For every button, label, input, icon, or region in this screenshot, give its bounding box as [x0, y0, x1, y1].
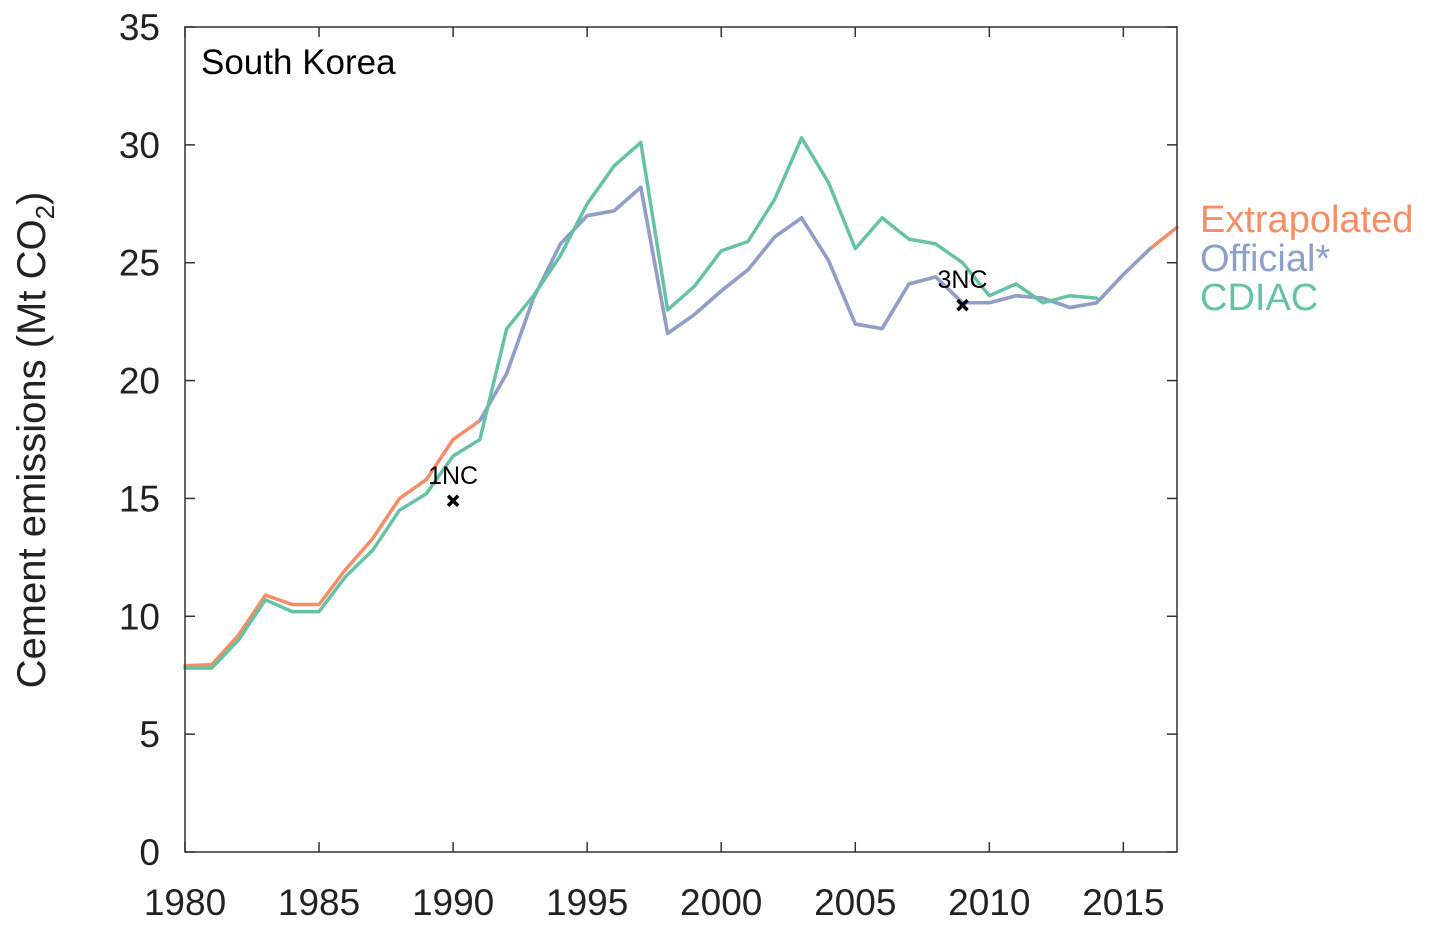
- annotation-3NC: 3NC: [938, 266, 988, 312]
- x-tick-label: 2005: [814, 882, 896, 923]
- x-tick-label: 1995: [546, 882, 628, 923]
- annotation-label: 1NC: [428, 462, 478, 490]
- y-tick-label: 20: [119, 361, 160, 402]
- y-tick-label: 15: [119, 478, 160, 519]
- plot-frame: [184, 26, 1178, 853]
- y-tick-label: 5: [139, 714, 160, 755]
- x-tick-label: 2000: [680, 882, 762, 923]
- y-axis-title-end: ): [10, 192, 54, 205]
- annotation-marker: [956, 298, 969, 312]
- x-tick-label: 2010: [948, 882, 1030, 923]
- y-axis-title-main: Cement emissions (Mt CO: [10, 219, 54, 688]
- x-tick-label: 1990: [412, 882, 494, 923]
- x-tick-label: 1985: [278, 882, 360, 923]
- legend-entry: Extrapolated: [1200, 199, 1413, 241]
- annotation-marker: [446, 494, 460, 508]
- annotations: 1NC 3NC: [428, 266, 988, 508]
- y-tick-label: 0: [139, 832, 160, 873]
- y-axis-title: Cement emissions (Mt CO2): [10, 192, 60, 689]
- plot-lines: [183, 136, 1179, 670]
- y-axis-title-subscript: 2: [30, 205, 60, 219]
- y-tick-label: 25: [119, 243, 160, 284]
- y-tick-label: 10: [119, 596, 160, 637]
- x-tick-label: 2015: [1082, 882, 1164, 923]
- y-tick-label: 30: [119, 125, 160, 166]
- axis-tick-labels: 1980 1985 1990 1995 2000 2005 2010 2015 0 5 10 15 20…: [119, 7, 1165, 923]
- x-tick-label: 1980: [144, 882, 226, 923]
- series-line-3: [183, 136, 1099, 670]
- annotation-1NC: 1NC: [428, 462, 478, 508]
- chart-title: South Korea: [201, 43, 396, 82]
- legend-entry: CDIAC: [1200, 277, 1318, 319]
- annotation-label: 3NC: [938, 266, 988, 294]
- series-line-2: [478, 185, 1152, 423]
- legend-entry: Official*: [1200, 238, 1330, 280]
- axis-ticks: [184, 26, 1177, 853]
- y-tick-label: 35: [119, 7, 160, 48]
